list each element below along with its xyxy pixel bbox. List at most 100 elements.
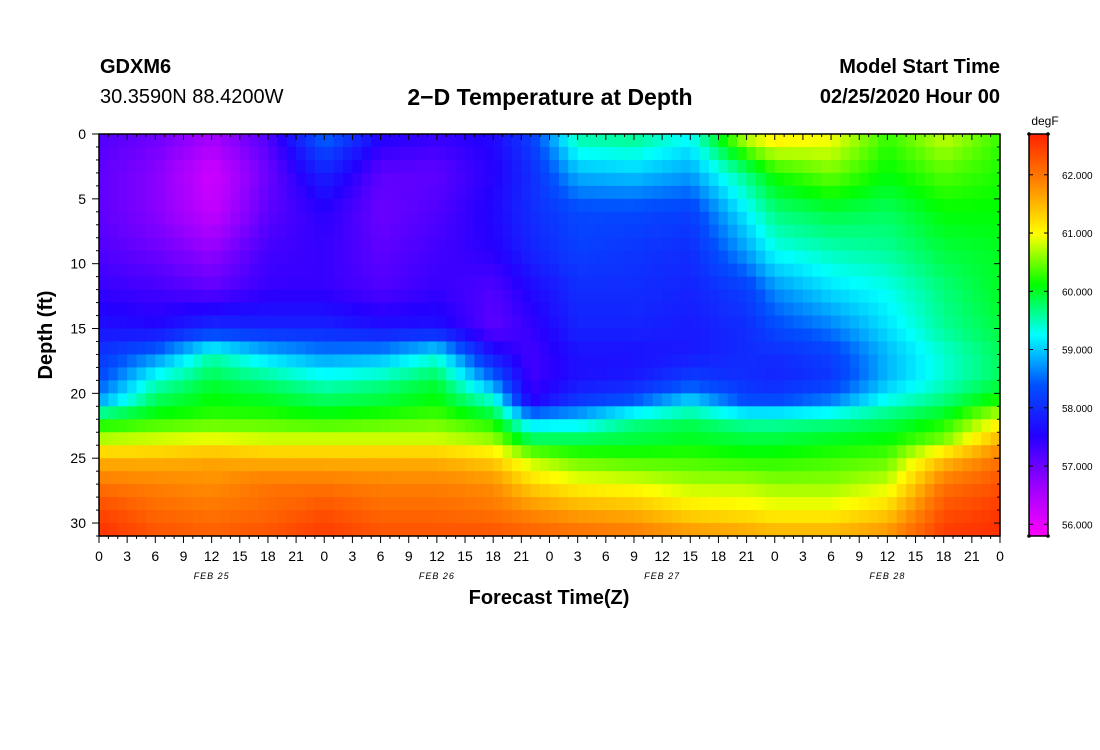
heatmap-cell [305, 341, 316, 356]
heatmap-cell [361, 471, 372, 485]
heatmap-cell [718, 159, 729, 174]
heatmap-cell [906, 328, 917, 343]
heatmap-cell [887, 315, 898, 330]
heatmap-cell [258, 406, 269, 420]
heatmap-cell [915, 367, 926, 381]
heatmap-cell [831, 432, 842, 446]
heatmap-cell [652, 406, 663, 420]
heatmap-cell [202, 302, 213, 317]
heatmap-cell [859, 263, 870, 278]
heatmap-cell [633, 315, 644, 330]
heatmap-cell [624, 224, 635, 239]
heatmap-cell [408, 354, 419, 369]
heatmap-cell [305, 393, 316, 407]
heatmap-cell [436, 484, 447, 498]
heatmap-cell [389, 315, 400, 330]
heatmap-cell [418, 484, 429, 498]
heatmap-cell [277, 250, 288, 265]
heatmap-cell [174, 458, 185, 472]
heatmap-cell [474, 185, 485, 200]
heatmap-cell [465, 497, 476, 511]
heatmap-cell [840, 497, 851, 511]
heatmap-cell [690, 354, 701, 369]
heatmap-cell [652, 341, 663, 356]
heatmap-cell [662, 172, 673, 187]
heatmap-cell [953, 510, 964, 524]
heatmap-cell [727, 224, 738, 239]
heatmap-cell [511, 198, 522, 213]
heatmap-cell [831, 263, 842, 278]
heatmap-cell [849, 341, 860, 356]
heatmap-cell [774, 263, 785, 278]
heatmap-cell [202, 146, 213, 161]
heatmap-cell [558, 250, 569, 265]
heatmap-cell [633, 134, 644, 148]
heatmap-cell [371, 354, 382, 369]
heatmap-cell [202, 211, 213, 226]
heatmap-cell [821, 341, 832, 356]
heatmap-cell [145, 484, 156, 498]
heatmap-cell [324, 393, 335, 407]
heatmap-cell [802, 406, 813, 420]
heatmap-cell [868, 224, 879, 239]
heatmap-cell [192, 198, 203, 213]
heatmap-cell [258, 367, 269, 381]
heatmap-cell [737, 393, 748, 407]
heatmap-cell [427, 484, 438, 498]
heatmap-cell [446, 471, 457, 485]
heatmap-cell [530, 146, 541, 161]
day-label: FEB 25 [194, 571, 230, 581]
heatmap-cell [174, 146, 185, 161]
heatmap-cell [896, 159, 907, 174]
heatmap-cell [605, 458, 616, 472]
heatmap-cell [202, 497, 213, 511]
heatmap-cell [971, 237, 982, 252]
heatmap-cell [755, 146, 766, 161]
heatmap-cell [343, 289, 354, 304]
heatmap-cell [267, 198, 278, 213]
heatmap-cell [174, 172, 185, 187]
heatmap-cell [446, 185, 457, 200]
heatmap-cell [408, 367, 419, 381]
heatmap-cell [755, 406, 766, 420]
heatmap-cell [990, 393, 1001, 407]
heatmap-cell [521, 328, 532, 343]
heatmap-cell [906, 289, 917, 304]
heatmap-cell [812, 134, 823, 148]
heatmap-cell [267, 159, 278, 174]
heatmap-cell [540, 445, 551, 459]
heatmap-cell [314, 224, 325, 239]
heatmap-cell [727, 263, 738, 278]
heatmap-cell [981, 406, 992, 420]
heatmap-cell [793, 328, 804, 343]
heatmap-cell [990, 328, 1001, 343]
heatmap-cell [211, 484, 222, 498]
heatmap-cell [192, 315, 203, 330]
heatmap-cell [380, 341, 391, 356]
heatmap-cell [953, 341, 964, 356]
heatmap-cell [361, 419, 372, 433]
heatmap-cell [802, 315, 813, 330]
heatmap-cell [530, 185, 541, 200]
heatmap-cell [624, 263, 635, 278]
heatmap-cell [605, 289, 616, 304]
heatmap-cell [174, 367, 185, 381]
heatmap-cell [765, 185, 776, 200]
heatmap-cell [314, 510, 325, 524]
heatmap-cell [258, 302, 269, 317]
heatmap-cell [333, 380, 344, 394]
heatmap-cell [943, 419, 954, 433]
heatmap-cell [249, 406, 260, 420]
heatmap-cell [831, 367, 842, 381]
heatmap-cell [521, 263, 532, 278]
heatmap-cell [296, 302, 307, 317]
heatmap-cell [624, 315, 635, 330]
heatmap-cell [718, 497, 729, 511]
heatmap-cell [671, 328, 682, 343]
heatmap-cell [915, 276, 926, 291]
heatmap-cell [540, 159, 551, 174]
heatmap-cell [108, 198, 119, 213]
heatmap-cell [990, 510, 1001, 524]
heatmap-cell [493, 328, 504, 343]
heatmap-cell [239, 185, 250, 200]
